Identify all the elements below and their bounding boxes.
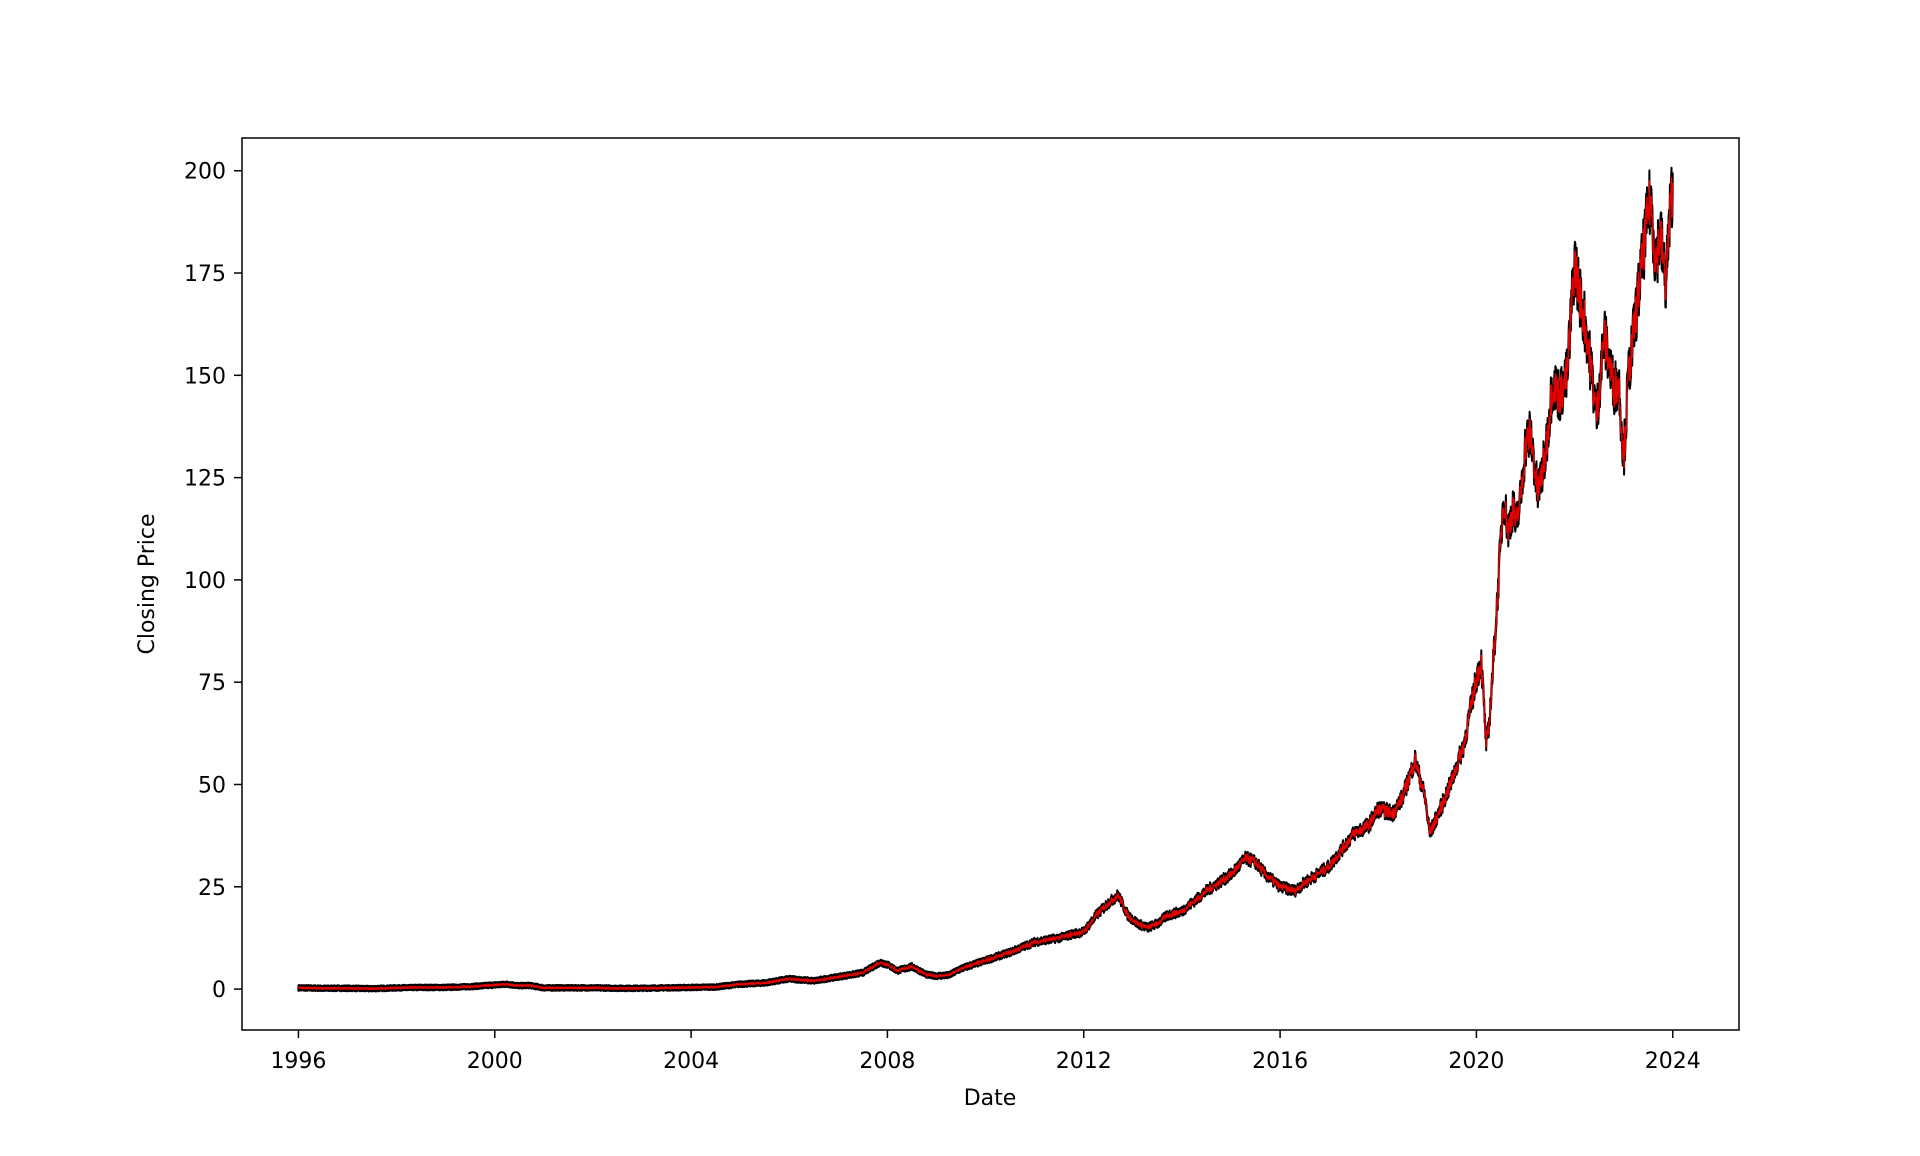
x-tick-label: 2016 [1252,1049,1308,1074]
x-tick-label: 2000 [467,1049,523,1074]
series-line [297,177,1674,991]
y-tick-label: 150 [184,364,226,389]
plot-area [297,166,1674,993]
x-tick-label: 2008 [859,1049,915,1074]
x-tick-label: 2024 [1645,1049,1701,1074]
y-axis-label: Closing Price [135,513,160,654]
y-tick-label: 25 [198,876,226,901]
x-axis-label: Date [964,1086,1017,1111]
y-axis: 0 25 50 75 100 125 150 175 200 [184,160,242,1003]
y-tick-label: 175 [184,262,226,287]
y-tick-label: 125 [184,467,226,492]
y-tick-label: 50 [198,773,226,798]
axes-frame [241,137,1740,1031]
x-axis: 1996 2000 2004 2008 2012 2016 2020 2024 [270,1030,1701,1074]
x-tick-label: 2012 [1056,1049,1112,1074]
y-tick-label: 200 [184,160,226,185]
price-band [297,166,1674,993]
y-tick-label: 0 [212,978,226,1003]
y-tick-label: 75 [198,671,226,696]
y-tick-label: 100 [184,569,226,594]
x-tick-label: 2020 [1448,1049,1504,1074]
x-tick-label: 1996 [270,1049,326,1074]
x-tick-label: 2004 [663,1049,719,1074]
